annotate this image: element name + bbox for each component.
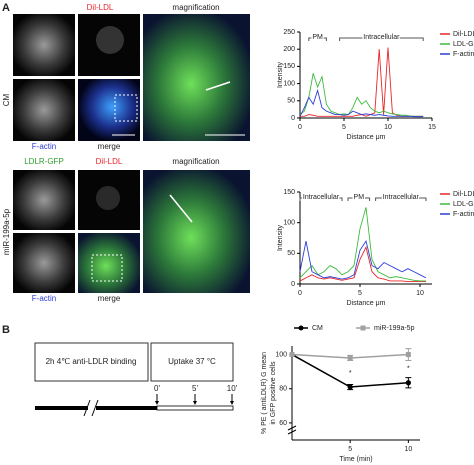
image-label: magnification xyxy=(172,3,219,12)
x-tick-label: 10 xyxy=(416,290,424,297)
x-tick-label: 5 xyxy=(342,124,346,131)
y-tick-label: 100 xyxy=(283,80,295,87)
point xyxy=(347,384,353,390)
y-tick-label: 80 xyxy=(279,386,287,393)
legend-label: CM xyxy=(312,325,323,332)
panel-label: A xyxy=(2,2,10,14)
legend-label: LDL-GFP xyxy=(453,41,474,48)
significance: * xyxy=(407,366,410,373)
y-axis-label: % PE ( antiLDLR) G mean xyxy=(261,352,268,434)
x-tick-label: 5 xyxy=(348,446,352,453)
x-tick-label: 10 xyxy=(384,124,392,131)
legend-label: F-actin xyxy=(453,211,474,218)
legend-label: F-actin xyxy=(453,51,474,58)
step-label: Uptake 37 °C xyxy=(168,357,216,366)
series-line xyxy=(299,239,427,280)
time-label: 0' xyxy=(154,384,160,393)
point xyxy=(405,352,411,358)
point xyxy=(347,355,353,361)
x-tick-label: 0 xyxy=(298,290,302,297)
time-label: 5' xyxy=(192,384,198,393)
x-axis-label: Time (min) xyxy=(339,456,372,463)
series-line xyxy=(299,245,426,282)
time-label: 10' xyxy=(227,384,238,393)
y-tick-label: 60 xyxy=(279,420,287,427)
y-axis-label: Intensity xyxy=(277,224,284,251)
region-bracket xyxy=(308,37,327,41)
timeline-diagram xyxy=(34,342,234,417)
legend-label: Dil-LDL xyxy=(453,191,474,198)
point xyxy=(405,380,411,386)
y-tick-label: 150 xyxy=(283,63,295,70)
y-tick-label: 250 xyxy=(283,29,295,36)
x-tick-label: 5 xyxy=(358,290,362,297)
y-tick-label: 100 xyxy=(283,220,295,227)
y-axis-label: in GFP positive cells xyxy=(270,361,277,425)
legend-label: miR-199a-5p xyxy=(374,325,415,332)
region-bracket xyxy=(375,197,427,201)
series-line xyxy=(300,47,424,117)
image-label: merge xyxy=(98,294,121,303)
point xyxy=(289,352,295,358)
significance: * xyxy=(349,370,352,377)
image-label: F-actin xyxy=(32,294,56,303)
legend-label: LDL-GFP xyxy=(453,201,474,208)
y-tick-label: 200 xyxy=(283,46,295,53)
region-label: Intracellular xyxy=(383,194,420,201)
image-label: merge xyxy=(98,142,121,151)
micrographs-row2 xyxy=(13,170,250,293)
y-tick-label: 50 xyxy=(287,250,295,257)
region-bracket xyxy=(299,197,343,201)
y-tick-label: 100 xyxy=(275,351,287,358)
x-tick-label: 10 xyxy=(404,446,412,453)
panel-label: B xyxy=(2,324,10,336)
row-label: CM xyxy=(2,93,11,106)
region-label: PM xyxy=(354,194,365,201)
x-axis-label: Distance μm xyxy=(346,134,385,141)
region-label: PM xyxy=(312,34,323,41)
step-label: 2h 4℃ anti-LDLR binding xyxy=(46,357,137,366)
region-label: Intracellular xyxy=(363,34,400,41)
region-label: Intracellular xyxy=(303,194,340,201)
image-label: Dil-LDL xyxy=(87,3,114,12)
micrographs-row1 xyxy=(13,14,250,141)
y-tick-label: 50 xyxy=(287,98,295,105)
region-bracket xyxy=(347,197,371,201)
y-tick-label: 0 xyxy=(291,281,295,288)
region-bracket xyxy=(339,37,424,41)
x-tick-label: 0 xyxy=(298,124,302,131)
legend-label: Dil-LDL xyxy=(453,31,474,38)
y-axis-label: Intensity xyxy=(277,61,284,88)
series-line xyxy=(299,88,424,118)
axis-break xyxy=(287,425,297,435)
image-label: LDLR-GFP xyxy=(24,157,64,166)
legend-marker xyxy=(360,325,366,331)
y-tick-label: 150 xyxy=(283,189,295,196)
image-label: Dil-LDL xyxy=(96,157,123,166)
series-line xyxy=(299,207,426,282)
x-axis-label: Distance μm xyxy=(346,300,385,307)
x-tick-label: 15 xyxy=(428,124,436,131)
series-line xyxy=(299,73,424,117)
image-label: magnification xyxy=(172,157,219,166)
row-label: miR-199a-5p xyxy=(2,208,11,255)
image-label: F-actin xyxy=(32,142,56,151)
y-tick-label: 0 xyxy=(291,115,295,122)
legend-marker xyxy=(298,325,304,331)
